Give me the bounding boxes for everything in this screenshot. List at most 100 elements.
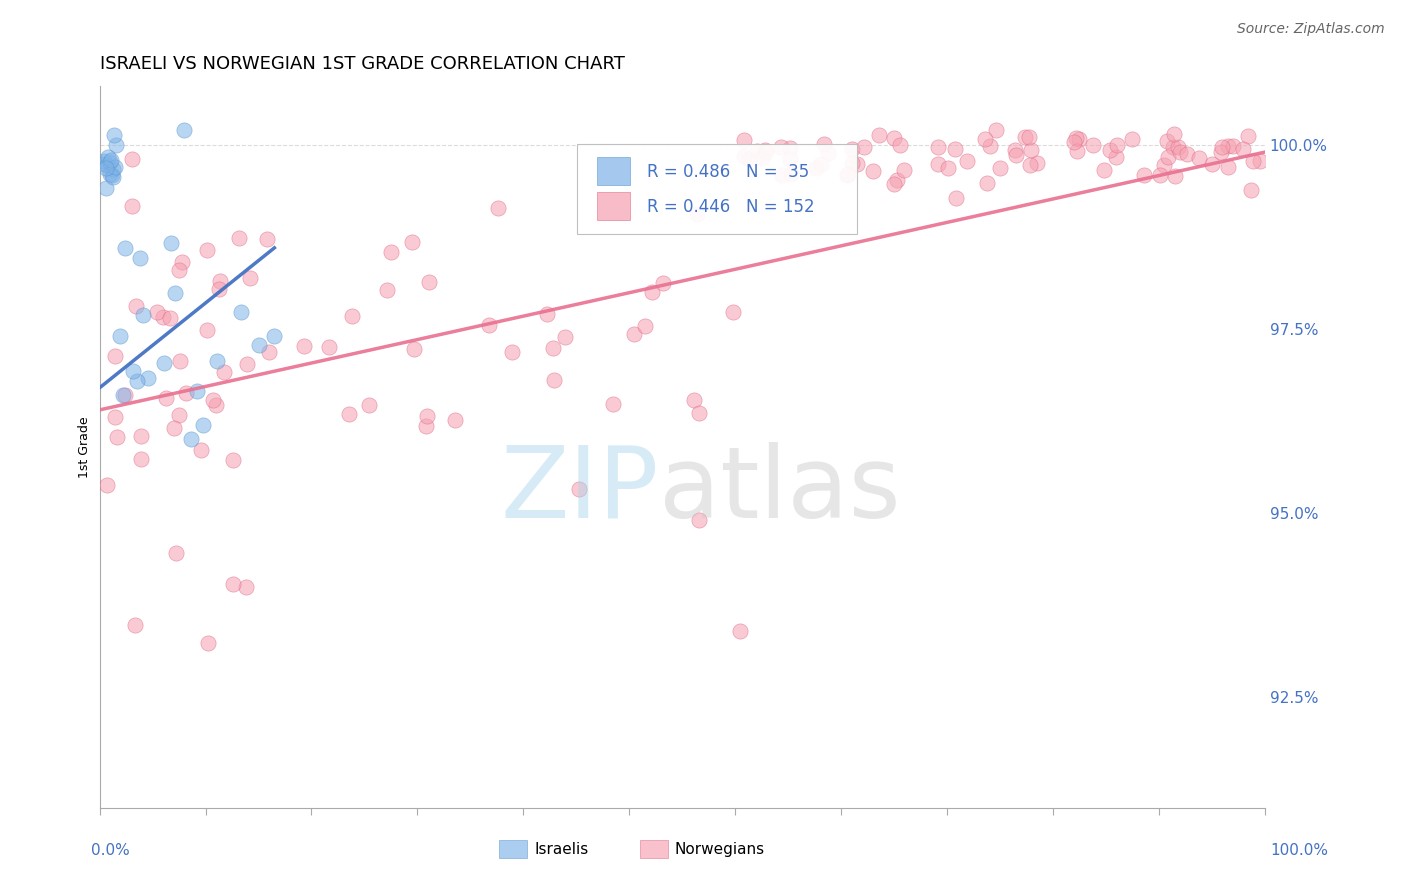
Point bbox=[125, 374, 148, 388]
Point bbox=[1099, 143, 1122, 157]
Point bbox=[153, 356, 176, 370]
Point bbox=[174, 385, 197, 400]
Point bbox=[730, 624, 752, 638]
Point bbox=[1066, 145, 1088, 159]
Point bbox=[121, 364, 143, 378]
Point bbox=[173, 123, 195, 137]
Point bbox=[841, 155, 863, 169]
Point bbox=[1156, 134, 1178, 148]
Point bbox=[180, 433, 202, 447]
Point bbox=[124, 618, 146, 632]
Point bbox=[169, 408, 191, 422]
Point bbox=[100, 168, 122, 182]
Point bbox=[337, 407, 360, 421]
Point bbox=[129, 428, 152, 442]
Point bbox=[91, 157, 114, 171]
Point bbox=[96, 478, 118, 492]
Y-axis label: 1st Grade: 1st Grade bbox=[79, 416, 91, 477]
Point bbox=[733, 133, 755, 147]
Point bbox=[986, 123, 1008, 137]
Point bbox=[97, 150, 120, 164]
Point bbox=[976, 176, 998, 190]
Point bbox=[402, 342, 425, 356]
Text: 100.0%: 100.0% bbox=[1271, 843, 1329, 858]
Point bbox=[121, 152, 143, 166]
Point bbox=[190, 442, 212, 457]
Point bbox=[817, 146, 839, 161]
Point bbox=[129, 251, 152, 265]
Point bbox=[889, 137, 911, 152]
Point bbox=[98, 167, 121, 181]
Point bbox=[1163, 140, 1185, 154]
Point bbox=[883, 177, 905, 191]
Point bbox=[804, 161, 827, 175]
Point bbox=[159, 236, 181, 251]
Point bbox=[214, 365, 236, 379]
Text: Source: ZipAtlas.com: Source: ZipAtlas.com bbox=[1237, 22, 1385, 37]
Point bbox=[103, 161, 125, 176]
Point bbox=[191, 417, 214, 432]
Point bbox=[1121, 132, 1143, 146]
Point bbox=[779, 141, 801, 155]
Point bbox=[936, 161, 959, 176]
Point bbox=[1157, 150, 1180, 164]
Point bbox=[186, 384, 208, 398]
Point bbox=[375, 283, 398, 297]
Point bbox=[979, 138, 1001, 153]
Point bbox=[165, 285, 187, 300]
FancyBboxPatch shape bbox=[598, 192, 630, 220]
Point bbox=[1026, 156, 1049, 170]
Point bbox=[104, 349, 127, 363]
Point bbox=[1201, 157, 1223, 171]
Point bbox=[235, 580, 257, 594]
Point bbox=[1081, 137, 1104, 152]
Point bbox=[195, 323, 218, 337]
Point bbox=[195, 243, 218, 257]
Point bbox=[201, 392, 224, 407]
Text: Norwegians: Norwegians bbox=[675, 842, 765, 856]
Point bbox=[779, 152, 801, 166]
Point bbox=[111, 388, 134, 402]
Point bbox=[167, 263, 190, 277]
Point bbox=[754, 144, 776, 158]
Point bbox=[927, 157, 949, 171]
Point bbox=[486, 201, 509, 215]
Point bbox=[257, 344, 280, 359]
Point bbox=[852, 140, 875, 154]
Point bbox=[292, 339, 315, 353]
Point bbox=[780, 167, 803, 181]
Point bbox=[1240, 183, 1263, 197]
Point bbox=[357, 398, 380, 412]
Point bbox=[1175, 146, 1198, 161]
Point bbox=[688, 406, 710, 420]
Point bbox=[114, 241, 136, 255]
Point bbox=[1067, 132, 1090, 146]
Point bbox=[837, 168, 859, 182]
Point bbox=[208, 282, 231, 296]
Point bbox=[1188, 151, 1211, 165]
FancyBboxPatch shape bbox=[578, 144, 858, 234]
Point bbox=[222, 577, 245, 591]
Point bbox=[770, 140, 793, 154]
Point bbox=[340, 309, 363, 323]
Point bbox=[205, 398, 228, 412]
Point bbox=[543, 341, 565, 355]
Point bbox=[1019, 158, 1042, 172]
Point bbox=[1063, 136, 1085, 150]
Point bbox=[751, 151, 773, 165]
Point bbox=[945, 143, 967, 157]
Text: 0.0%: 0.0% bbox=[91, 843, 131, 858]
Point bbox=[443, 412, 465, 426]
Point bbox=[640, 285, 662, 300]
Point bbox=[104, 160, 127, 174]
Text: ZIP: ZIP bbox=[501, 442, 659, 539]
Point bbox=[837, 168, 859, 182]
Point bbox=[1211, 140, 1233, 154]
Point bbox=[104, 409, 127, 424]
Point bbox=[155, 391, 177, 405]
Point bbox=[1163, 169, 1185, 183]
Point bbox=[401, 235, 423, 249]
Point bbox=[682, 392, 704, 407]
Point bbox=[927, 140, 949, 154]
Point bbox=[686, 207, 709, 221]
